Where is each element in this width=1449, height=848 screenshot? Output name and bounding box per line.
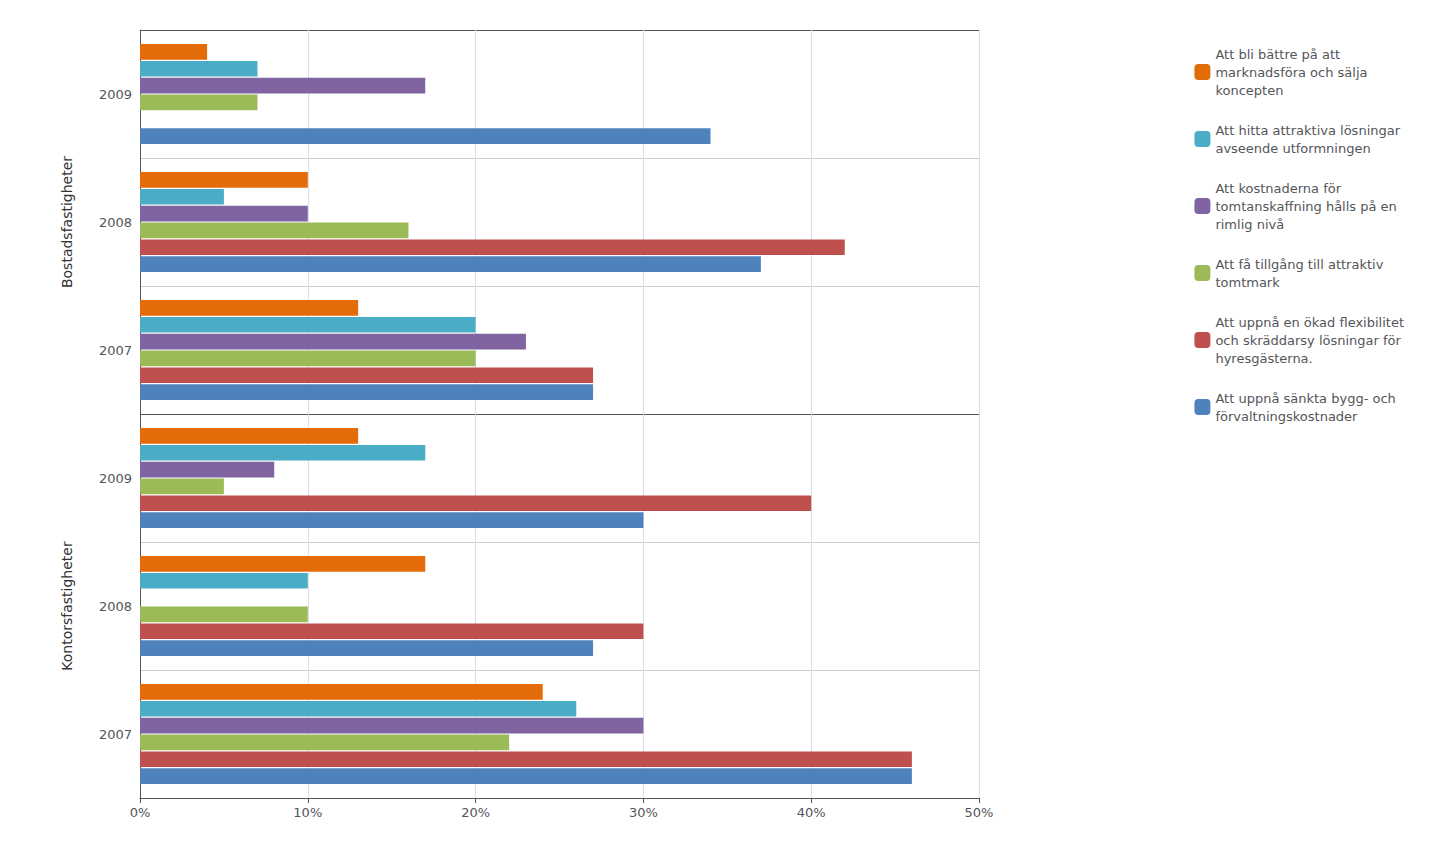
svg-text:tomtmark: tomtmark — [1215, 275, 1280, 290]
svg-text:Att uppnå sänkta bygg- och: Att uppnå sänkta bygg- och — [1215, 391, 1395, 406]
svg-text:Att kostnaderna för: Att kostnaderna för — [1215, 181, 1341, 196]
svg-text:förvaltningskostnader: förvaltningskostnader — [1215, 409, 1358, 424]
svg-text:tomtanskaffning hålls på en: tomtanskaffning hålls på en — [1215, 199, 1396, 214]
svg-text:40%: 40% — [797, 805, 826, 820]
svg-text:koncepten: koncepten — [1215, 83, 1283, 98]
svg-text:10%: 10% — [293, 805, 322, 820]
svg-text:20%: 20% — [461, 805, 490, 820]
svg-text:och skräddarsy lösningar för: och skräddarsy lösningar för — [1215, 333, 1401, 348]
svg-text:2009: 2009 — [99, 87, 132, 102]
svg-text:Bostadsfastigheter: Bostadsfastigheter — [59, 156, 75, 288]
svg-text:50%: 50% — [965, 805, 994, 820]
svg-text:rimlig nivå: rimlig nivå — [1215, 217, 1284, 232]
svg-text:30%: 30% — [629, 805, 658, 820]
svg-text:Att hitta attraktiva lösningar: Att hitta attraktiva lösningar — [1215, 123, 1400, 138]
svg-text:marknadsföra och sälja: marknadsföra och sälja — [1215, 65, 1367, 80]
svg-text:2007: 2007 — [99, 343, 132, 358]
svg-text:2009: 2009 — [99, 471, 132, 486]
svg-text:Att uppnå en ökad flexibilitet: Att uppnå en ökad flexibilitet — [1215, 315, 1404, 330]
svg-text:2008: 2008 — [99, 215, 132, 230]
svg-text:Kontorsfastigheter: Kontorsfastigheter — [59, 541, 75, 671]
svg-text:Att få tillgång till attraktiv: Att få tillgång till attraktiv — [1215, 257, 1383, 272]
svg-text:hyresgästerna.: hyresgästerna. — [1215, 351, 1312, 366]
svg-text:2008: 2008 — [99, 599, 132, 614]
svg-text:avseende utformningen: avseende utformningen — [1215, 141, 1370, 156]
svg-text:Att bli bättre på att: Att bli bättre på att — [1215, 47, 1340, 62]
svg-text:2007: 2007 — [99, 727, 132, 742]
svg-text:0%: 0% — [130, 805, 151, 820]
